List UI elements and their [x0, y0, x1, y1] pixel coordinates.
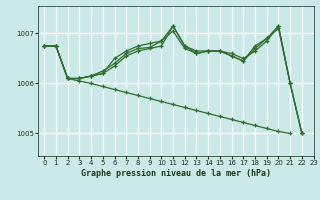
X-axis label: Graphe pression niveau de la mer (hPa): Graphe pression niveau de la mer (hPa)	[81, 169, 271, 178]
